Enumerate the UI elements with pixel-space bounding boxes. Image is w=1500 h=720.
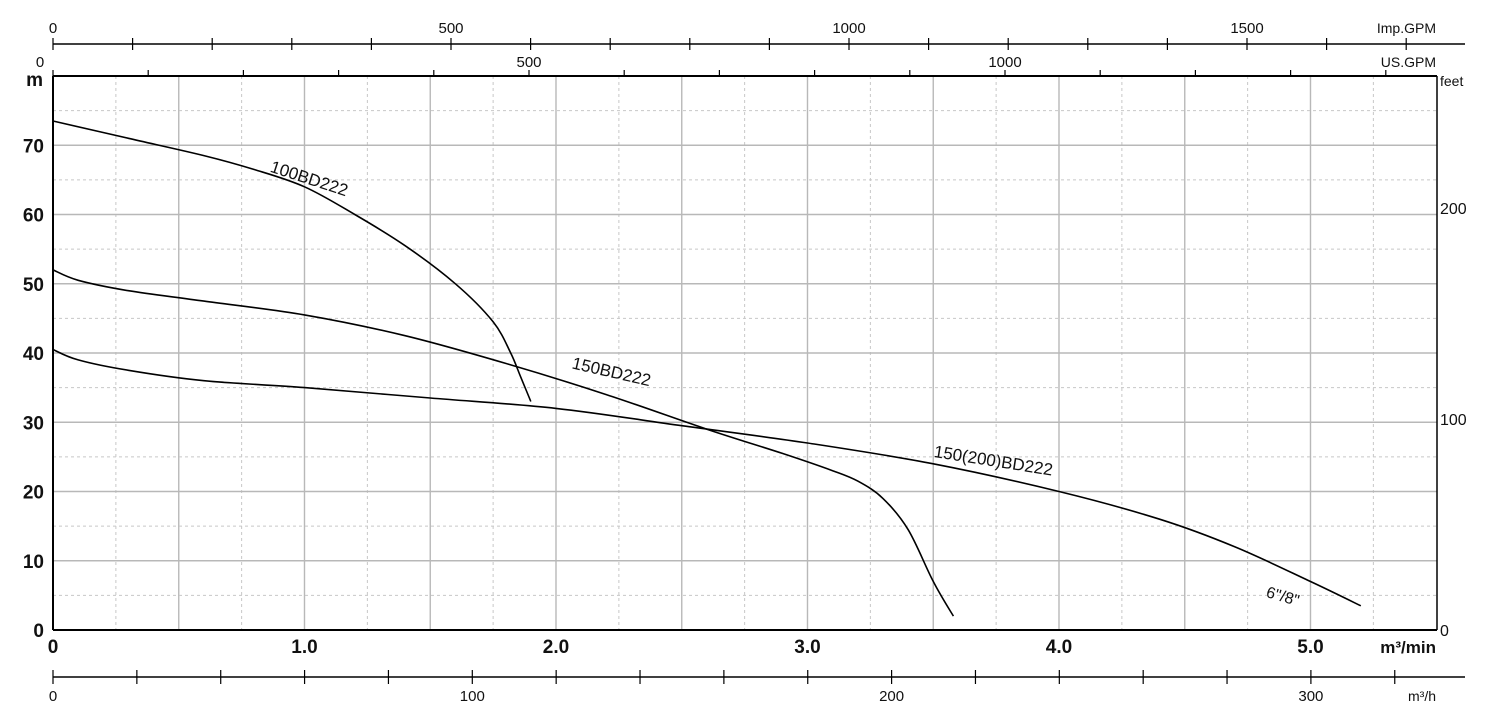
imp-gpm-tick-label: 500 bbox=[438, 20, 463, 37]
series-curve-3 bbox=[52, 348, 1362, 607]
y-tick-label: 0 bbox=[33, 621, 44, 642]
feet-axis-title: feet bbox=[1440, 73, 1463, 89]
y-tick-label: 50 bbox=[23, 275, 44, 296]
grid bbox=[53, 76, 1437, 630]
feet-tick-label: 200 bbox=[1440, 201, 1467, 218]
x-tick-label: 0 bbox=[48, 637, 59, 658]
imp-gpm-tick-label: 0 bbox=[49, 20, 57, 37]
y-tick-label: 70 bbox=[23, 136, 44, 157]
y-tick-label: 30 bbox=[23, 413, 44, 434]
feet-tick-label: 0 bbox=[1440, 623, 1449, 640]
x-axis-title: m³/min bbox=[1380, 638, 1436, 657]
imp-gpm-tick-label: 1500 bbox=[1230, 20, 1263, 37]
us-gpm-tick-label: 1000 bbox=[988, 54, 1021, 71]
x-tick-label: 2.0 bbox=[543, 637, 569, 658]
series-sublabel: 6"/8" bbox=[1264, 584, 1301, 610]
imp-gpm-tick-label: 1000 bbox=[832, 20, 865, 37]
series-label: 150BD222 bbox=[570, 354, 653, 391]
m3h-tick-label: 0 bbox=[49, 688, 57, 705]
y-axis-title: m bbox=[26, 70, 43, 91]
x-tick-label: 1.0 bbox=[291, 637, 317, 658]
us-gpm-tick-label: 0 bbox=[36, 54, 44, 71]
axes bbox=[52, 38, 1465, 684]
y-tick-label: 40 bbox=[23, 344, 44, 365]
us-gpm-tick-label: 500 bbox=[516, 54, 541, 71]
m3h-tick-label: 100 bbox=[460, 688, 485, 705]
m3h-axis-title: m³/h bbox=[1408, 688, 1436, 704]
x-tick-label: 3.0 bbox=[794, 637, 820, 658]
y-tick-label: 10 bbox=[23, 552, 44, 573]
series-label: 150(200)BD222 bbox=[933, 442, 1055, 480]
series-curve-2 bbox=[52, 269, 955, 617]
x-tick-label: 4.0 bbox=[1046, 637, 1072, 658]
series-curve-1 bbox=[52, 120, 532, 402]
m3h-tick-label: 300 bbox=[1298, 688, 1323, 705]
series-label: 100BD222 bbox=[268, 157, 350, 200]
series-curves: 100BD222 150BD222 150(200)BD222 6"/8" bbox=[52, 120, 1362, 617]
m3h-tick-label: 200 bbox=[879, 688, 904, 705]
y-tick-label: 20 bbox=[23, 483, 44, 504]
feet-tick-label: 100 bbox=[1440, 412, 1467, 429]
y-tick-label: 60 bbox=[23, 206, 44, 227]
us-gpm-axis-title: US.GPM bbox=[1381, 54, 1436, 70]
x-tick-label: 5.0 bbox=[1297, 637, 1323, 658]
imp-gpm-axis-title: Imp.GPM bbox=[1377, 20, 1436, 36]
